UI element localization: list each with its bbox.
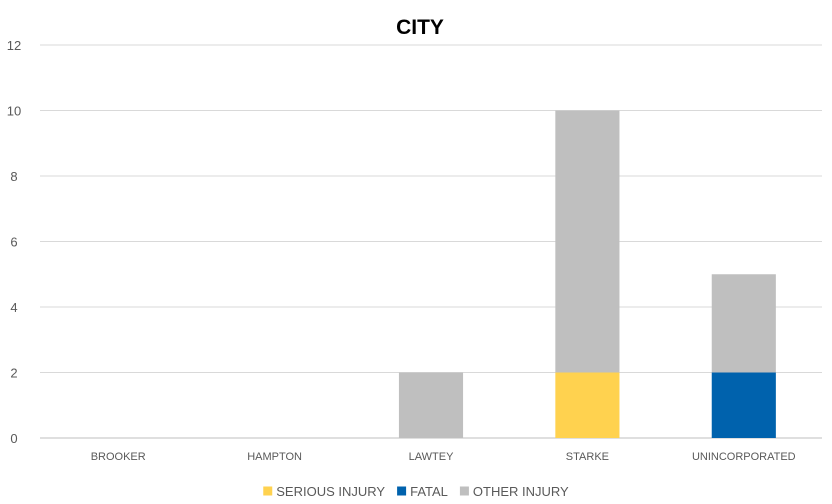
- legend-swatch: [459, 486, 469, 496]
- y-tick-label: 6: [10, 235, 17, 250]
- x-category-label: BROOKER: [91, 451, 146, 463]
- y-tick-label: 2: [10, 366, 17, 381]
- x-axis-category-labels: BROOKER HAMPTON LAWTEY STARKE UNINCORPORATED: [91, 451, 796, 463]
- x-category-label: STARKE: [566, 451, 609, 463]
- chart-title: CITY: [396, 16, 444, 39]
- gridlines: [40, 44, 822, 439]
- legend-swatch: [263, 486, 273, 496]
- legend: SERIOUS INJURY FATAL OTHER INJURY: [263, 484, 569, 499]
- bar-segment: [711, 372, 776, 438]
- y-tick-label: 4: [10, 300, 17, 315]
- y-tick-label: 8: [10, 169, 17, 184]
- bar-segment: [555, 372, 620, 438]
- y-tick-label: 0: [10, 431, 17, 446]
- legend-swatch: [397, 486, 407, 496]
- legend-label: FATAL: [410, 484, 448, 499]
- bar-segment: [711, 274, 776, 373]
- bar-segment: [398, 372, 464, 438]
- legend-label: SERIOUS INJURY: [276, 484, 385, 499]
- bars: [398, 110, 776, 438]
- x-category-label: UNINCORPORATED: [692, 451, 796, 463]
- y-tick-label: 10: [7, 104, 21, 119]
- y-tick-label: 12: [7, 38, 21, 53]
- bar-segment: [555, 110, 620, 373]
- y-axis-tick-labels: 0 2 4 6 8 10 12: [7, 38, 21, 446]
- legend-label: OTHER INJURY: [473, 484, 569, 499]
- x-category-label: LAWTEY: [409, 451, 454, 463]
- x-category-label: HAMPTON: [247, 451, 302, 463]
